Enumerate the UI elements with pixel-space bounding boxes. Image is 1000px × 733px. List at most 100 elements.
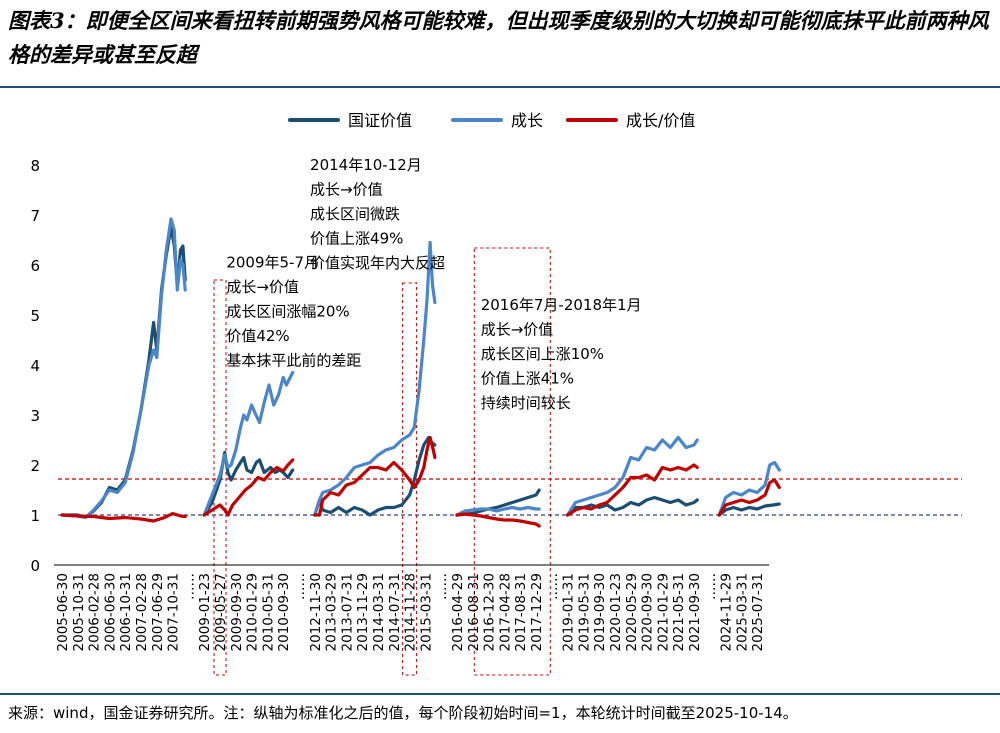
y-tick-label: 8 [30,157,40,175]
chart-series [60,217,781,528]
y-tick-label: 6 [30,257,40,275]
x-tick-label: 2021-05-31 [671,573,687,651]
x-tick-label: 2025-03-31 [734,573,750,651]
x-tick-label: 2019-05-31 [576,573,592,651]
y-tick-label: 1 [30,507,40,525]
x-tick-label: 2015-03-31 [418,573,434,651]
x-tick-label: 2006-10-31 [118,573,134,651]
annotation-line: 价值实现年内大反超 [310,254,445,272]
source-note: 来源：wind，国金证券研究所。注：纵轴为标准化之后的值，每个阶段初始时间=1，… [8,704,798,722]
x-tick-label: 2006-06-30 [102,573,118,651]
series-ratio-line [455,512,541,528]
x-tick-label: …… [545,573,561,600]
series-growth-line [455,505,541,517]
x-tick-label: 2021-09-30 [687,573,703,651]
series-ratio-line [717,478,781,517]
x-tick-label: 2013-11-29 [355,573,371,651]
x-tick-label: 2024-11-29 [719,573,735,651]
x-tick-label: …… [434,573,450,600]
y-tick-label: 4 [30,357,40,375]
annotation-text: 2014年10-12月成长→价值成长区间微跌价值上涨49% 价值实现年内大反超 [310,156,445,272]
x-tick-label: 2010-01-29 [245,573,261,651]
series-value-line [60,225,187,520]
annotation-line: 2016年7月-2018年1月 [481,296,642,314]
annotation-text: 2016年7月-2018年1月成长→价值成长区间上涨10% 价值上涨41% 持续时间… [481,296,642,412]
legend-label: 成长/价值 [626,111,695,130]
annotation-line: 价值上涨41% [481,370,574,388]
x-tick-label: 2006-02-28 [87,573,103,651]
chart-canvas: 国证价值 成长 成长/价值 0 1 2 3 4 5 6 7 8 2005-06-30 2005-10-… [30,111,962,676]
bottom-rule [0,693,1000,695]
x-tick-label: 2017-04-28 [497,573,513,651]
y-tick-label: 0 [30,557,40,575]
x-tick-label: …… [703,573,719,600]
annotation-line: 基本抹平此前的差距 [226,352,361,370]
annotation-line: 2009年5-7月 [226,254,319,272]
x-tick-label: 2010-05-31 [260,573,276,651]
x-tick-label: 2005-06-30 [55,573,71,651]
x-axis: 2005-06-30 2005-10-31 2006-02-28 2006-06-30… [54,564,770,651]
series-ratio-line [565,463,699,517]
chart-annotations: 2009年5-7月成长→价值成长区间涨幅20%价值42%基本抹平此前的差距201… [226,156,641,412]
x-tick-label: 2020-01-23 [608,573,624,651]
x-tick-label: 2020-05-29 [624,573,640,651]
series-growth-line [60,217,187,520]
annotation-line: 成长→价值 [481,321,554,339]
annotation-line: 成长区间涨幅20% [226,303,349,321]
annotation-text: 2009年5-7月成长→价值成长区间涨幅20% 价值42% 基本抹平此前的差距 [226,254,361,370]
series-value-line [313,435,437,517]
x-tick-label: 2009-01-23 [197,573,213,651]
x-tick-label: 2019-09-30 [592,573,608,651]
x-tick-label: 2010-09-30 [276,573,292,651]
x-tick-label: 2013-07-31 [339,573,355,651]
x-tick-label: 2014-11-28 [403,573,419,651]
x-tick-label: 2005-10-31 [71,573,87,651]
highlight-box [402,282,418,676]
y-tick-label: 3 [30,407,40,425]
x-tick-label: 2014-07-31 [387,573,403,651]
series-growth-line [565,435,699,517]
y-axis: 0 1 2 3 4 5 6 7 8 [30,157,40,575]
legend-label: 成长 [511,111,543,130]
series-value-line [717,502,781,517]
x-tick-label: 2013-03-29 [324,573,340,651]
x-tick-label: 2009-05-27 [213,573,229,651]
x-tick-label: 2016-08-31 [466,573,482,651]
x-tick-label: 2007-02-28 [134,573,150,651]
x-tick-label: 2020-09-30 [640,573,656,651]
annotation-line: 2014年10-12月 [310,156,422,174]
y-tick-label: 7 [30,207,40,225]
x-tick-label: 2012-11-30 [308,573,324,651]
highlight-box [213,279,227,676]
annotation-line: 价值上涨49% [310,230,403,248]
chart-title: 图表3：即便全区间来看扭转前期强势风格可能较难，但出现季度级别的大切换却可能彻底… [8,8,989,67]
annotation-line: 成长区间微跌 [310,205,400,223]
series-growth-line [202,370,295,517]
top-rule [0,86,1000,88]
highlight-boxes [213,247,551,676]
chart-legend: 国证价值 成长 成长/价值 [288,111,695,130]
x-tick-label: …… [181,573,197,600]
annotation-line: 成长区间上涨10% [481,345,604,363]
x-tick-label: 2007-10-31 [166,573,182,651]
legend-label: 国证价值 [348,111,412,130]
series-ratio-line [313,435,437,517]
series-growth-line [313,240,437,517]
x-tick-label: 2014-03-31 [371,573,387,651]
y-tick-label: 2 [30,457,40,475]
x-tick-label: 2007-06-29 [150,573,166,651]
x-tick-label: 2016-04-29 [450,573,466,651]
x-tick-label: 2016-12-30 [482,573,498,651]
series-value-line [565,495,699,517]
x-tick-label: 2009-09-30 [229,573,245,651]
series-ratio-line [60,511,187,523]
highlight-box [473,247,551,676]
annotation-line: 价值42% [226,327,289,345]
x-tick-label: 2019-01-31 [561,573,577,651]
annotation-line: 成长→价值 [226,278,299,296]
x-tick-label: …… [292,573,308,600]
annotation-line: 持续时间较长 [481,394,571,412]
series-ratio-line [202,458,295,517]
series-growth-line [717,460,781,517]
y-tick-label: 5 [30,307,40,325]
